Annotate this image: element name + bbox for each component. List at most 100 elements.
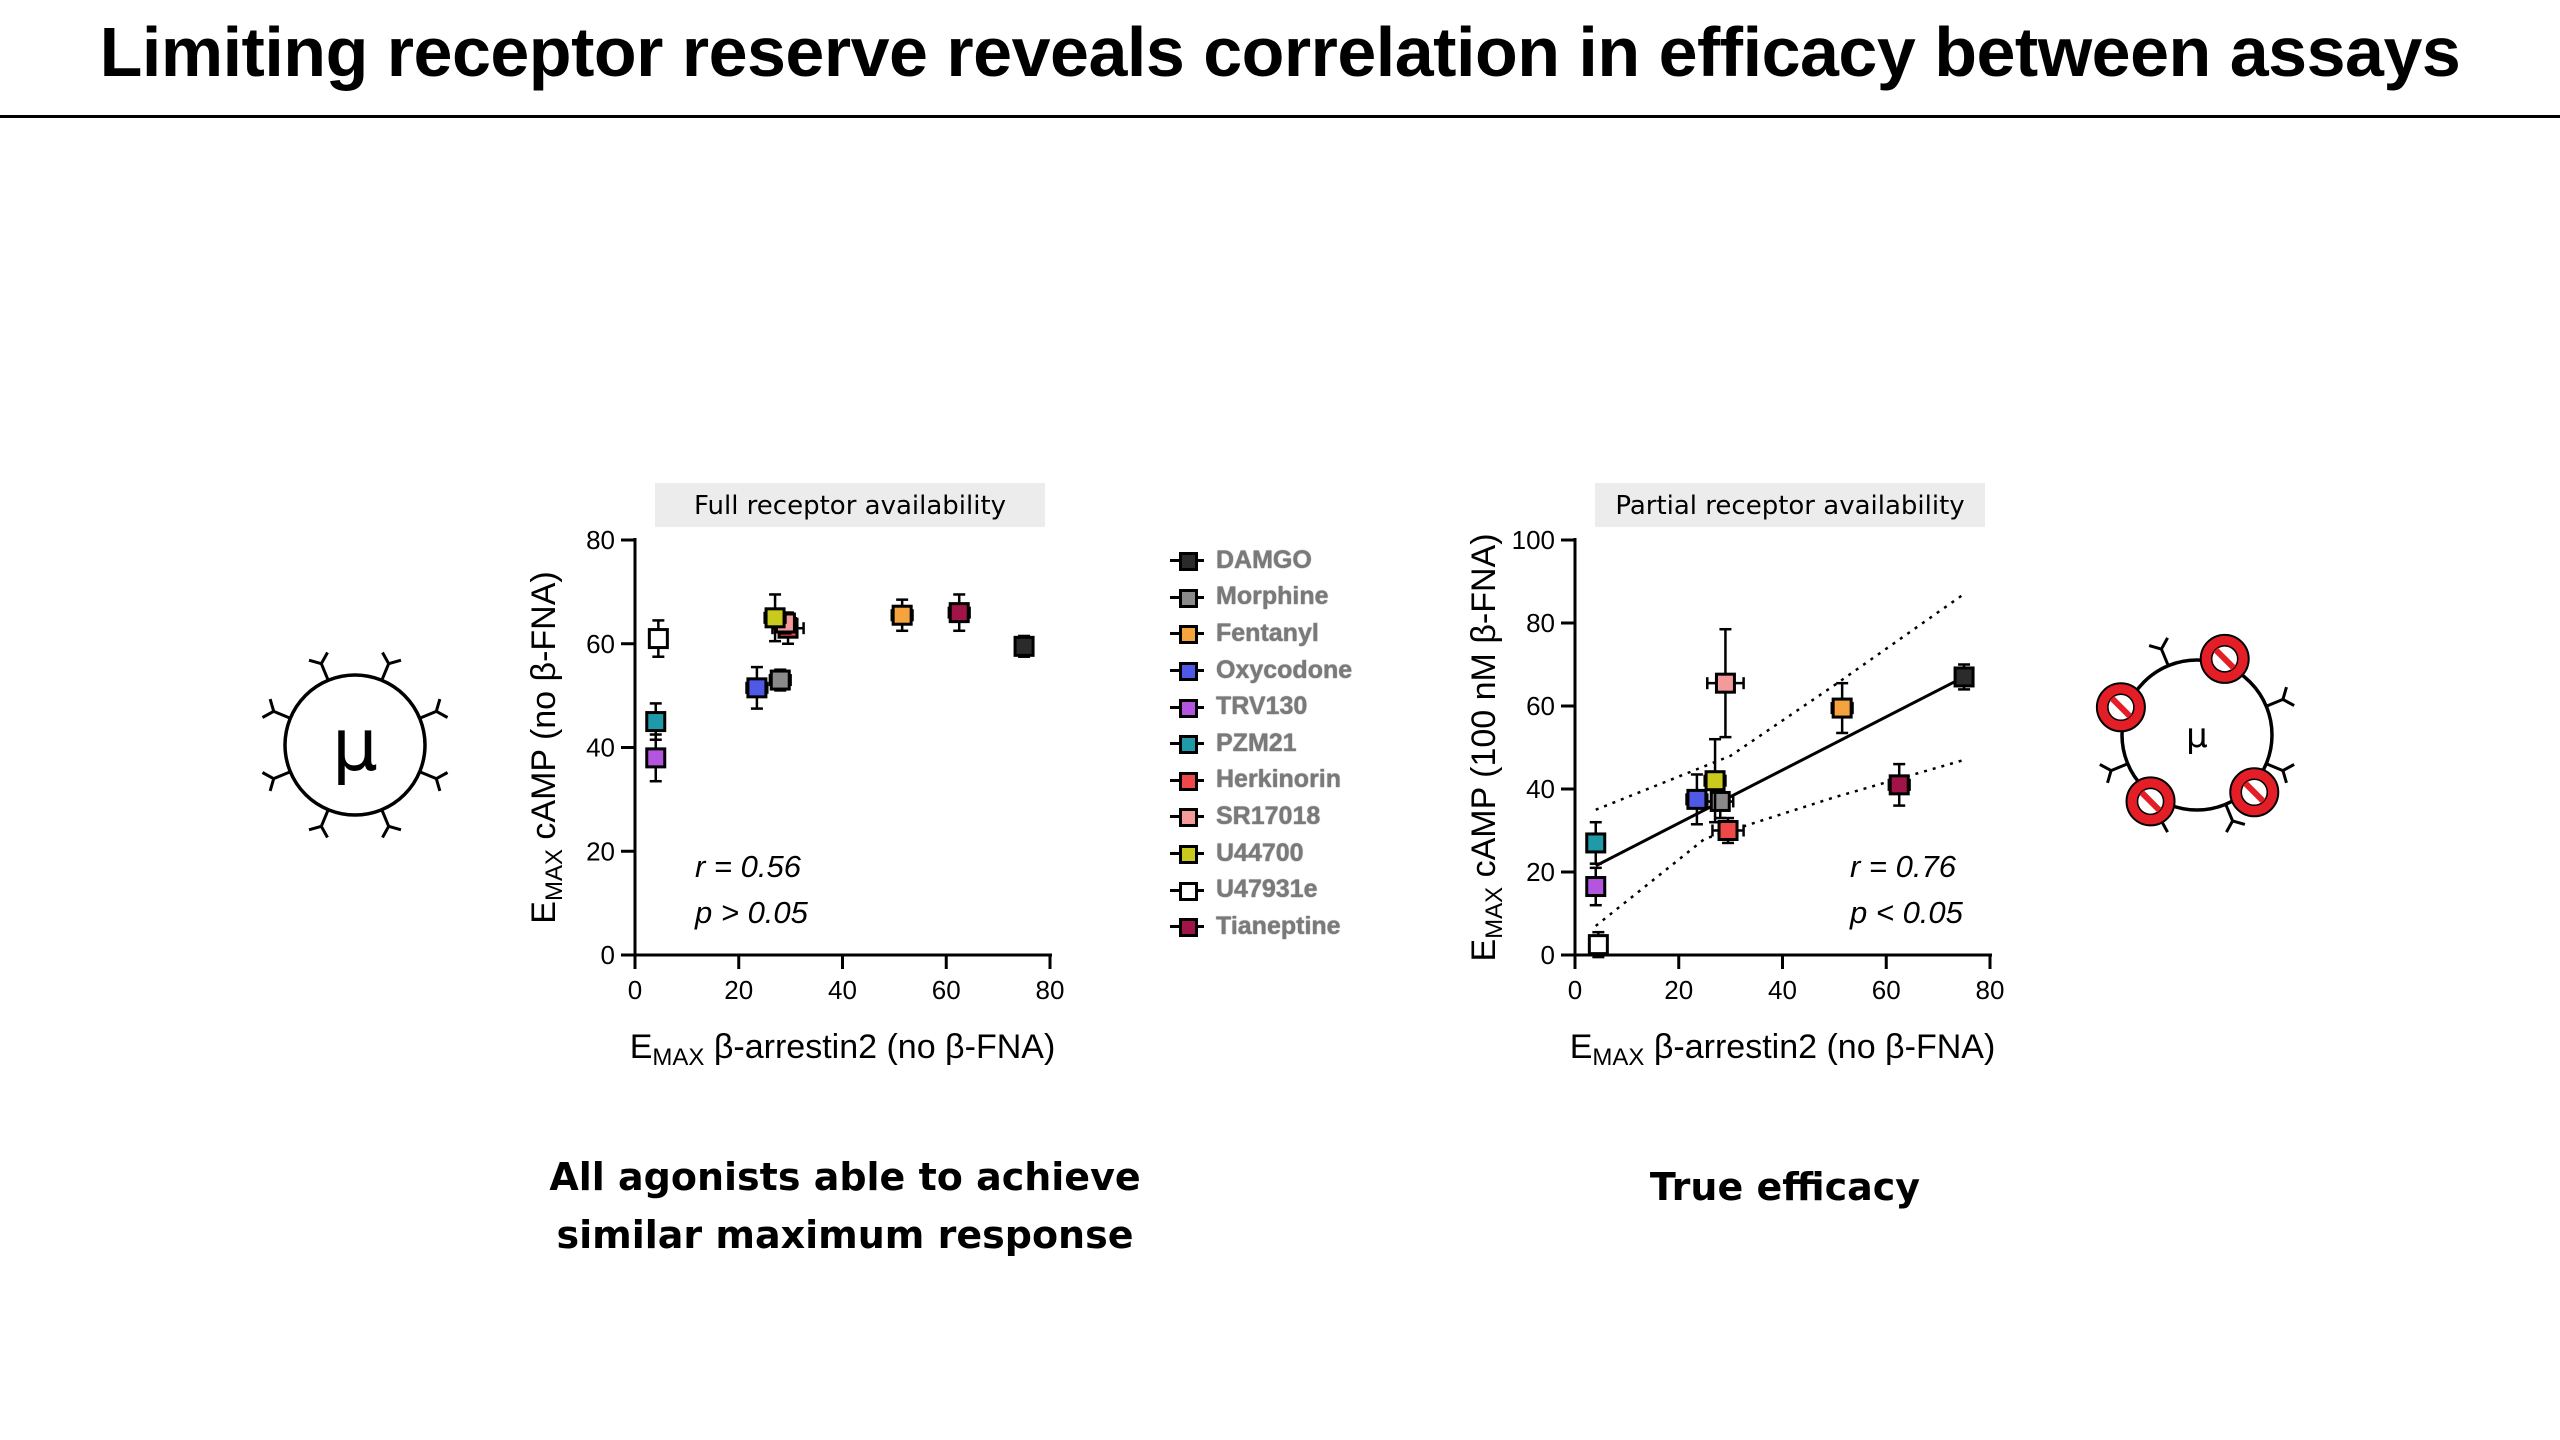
- legend-swatch: [1170, 880, 1204, 901]
- chart1-confidence-band-upper: [1595, 592, 1965, 811]
- marker: [645, 711, 667, 733]
- chart1-x-tick-label: 40: [1768, 975, 1797, 1005]
- marker: [1704, 770, 1726, 792]
- marker: [1013, 635, 1035, 657]
- receptor-branch: [419, 770, 449, 792]
- scatter-chart-partial: Partial receptor availability 0 20 40 60 80 10…: [1465, 483, 2004, 1071]
- receptor-branch: [261, 698, 291, 720]
- chart0-stat-annotation: r = 0.56: [695, 849, 802, 884]
- legend-label: SR17018: [1216, 801, 1321, 830]
- legend-item-u44700: U44700: [1170, 835, 1352, 872]
- chart0-x-tick-label: 80: [1036, 975, 1065, 1005]
- marker: [764, 607, 786, 629]
- legend-label: Herkinorin: [1216, 765, 1342, 794]
- marker: [645, 747, 667, 769]
- chart0-title: Full receptor availability: [694, 491, 1006, 521]
- chart1-point-u44700: [1703, 737, 1727, 824]
- antagonist-block-icon: [2199, 633, 2250, 684]
- legend-label: U44700: [1216, 838, 1304, 867]
- chart0-point-trv130: [645, 733, 667, 783]
- receptor-branch: [2265, 762, 2295, 784]
- marker: [1888, 774, 1910, 796]
- chart0-point-damgo: [1013, 634, 1035, 658]
- chart0-y-tick-label: 80: [586, 525, 615, 555]
- receptor-symbol: μ: [332, 703, 378, 787]
- caption-left-line-1: All agonists able to achieve: [549, 1155, 1141, 1199]
- legend-item-sr17018: SR17018: [1170, 798, 1352, 835]
- marker: [1831, 697, 1853, 719]
- receptor-membrane: [283, 673, 427, 817]
- antagonist-block-icon: [2095, 682, 2146, 733]
- chart1-point-u47931e: [1587, 930, 1609, 959]
- legend-label: Fentanyl: [1216, 618, 1319, 647]
- receptor-branch: [2224, 803, 2246, 833]
- receptor-branch: [380, 651, 402, 681]
- chart1-point-herkinorin: [1711, 816, 1745, 845]
- legend-swatch: [1170, 806, 1204, 828]
- caption-right-text: True efficacy: [1649, 1165, 1921, 1209]
- legend-swatch: [1170, 660, 1204, 682]
- scatter-chart-full: Full receptor availability 0 20 40 60 80 0 20 40…: [525, 483, 1065, 1071]
- chart1-y-tick-label: 40: [1526, 774, 1555, 804]
- chart0-y-tick-label: 60: [586, 629, 615, 659]
- marker: [1585, 876, 1607, 898]
- chart0-point-tianeptine: [947, 593, 971, 633]
- legend-swatch: [1170, 697, 1204, 718]
- marker: [746, 677, 768, 699]
- chart1-x-tick-label: 60: [1872, 975, 1901, 1005]
- chart0-point-u44700: [763, 593, 787, 643]
- legend-item-pzm21: PZM21: [1170, 725, 1352, 762]
- chart1-y-tick-label: 80: [1526, 608, 1555, 638]
- chart0-y-axis-label: EMAX cAMP (no β-FNA): [525, 571, 568, 923]
- marker: [1585, 832, 1607, 854]
- receptor-branch: [2265, 686, 2295, 708]
- legend-label: U47931e: [1216, 875, 1318, 904]
- chart1-point-sr17018: [1706, 627, 1745, 739]
- legend-item-oxycodone: Oxycodone: [1170, 652, 1352, 689]
- antagonist-block-icon: [2125, 776, 2176, 827]
- legend-item-trv130: TRV130: [1170, 688, 1352, 725]
- legend-label: Oxycodone: [1216, 655, 1353, 684]
- chart1-point-damgo: [1953, 663, 1975, 691]
- legend-swatch: [1170, 550, 1204, 572]
- legend-label: PZM21: [1216, 728, 1297, 757]
- chart1-point-fentanyl: [1830, 681, 1854, 735]
- slide-title-bar: Limiting receptor reserve reveals correl…: [0, 0, 2560, 118]
- receptor-branch: [380, 809, 402, 839]
- antagonist-block-icon: [2229, 767, 2280, 818]
- chart1-stat-annotation: p < 0.05: [1849, 895, 1964, 930]
- chart0-x-tick-label: 40: [828, 975, 857, 1005]
- receptor-branch: [308, 809, 330, 839]
- chart0-x-axis-label: EMAX β-arrestin2 (no β-FNA): [630, 1028, 1056, 1071]
- receptor-symbol: μ: [2186, 716, 2208, 756]
- chart1-title: Partial receptor availability: [1615, 491, 1964, 521]
- marker: [1686, 788, 1708, 810]
- chart0-y-tick-label: 0: [601, 940, 615, 970]
- chart1-y-axis-label: EMAX cAMP (100 nM β-FNA): [1465, 533, 1508, 961]
- legend-label: DAMGO: [1216, 545, 1312, 574]
- chart1-stat-annotation: r = 0.76: [1850, 849, 1957, 884]
- chart1-title-box: [1595, 483, 1985, 527]
- caption-left: All agonists able to achieve similar max…: [520, 1148, 1170, 1264]
- receptor-branch: [419, 698, 449, 720]
- marker: [1953, 666, 1975, 688]
- receptor-branch: [2099, 762, 2129, 784]
- legend-item-tianeptine: Tianeptine: [1170, 908, 1352, 945]
- chart0-point-oxycodone: [745, 665, 769, 710]
- legend-label: TRV130: [1216, 692, 1308, 721]
- chart1-point-tianeptine: [1887, 762, 1911, 807]
- chart1-x-tick-label: 20: [1664, 975, 1693, 1005]
- receptor-full-icon: μ: [261, 651, 449, 839]
- legend-swatch: [1170, 916, 1204, 938]
- marker: [769, 669, 791, 691]
- chart1-y-tick-label: 0: [1541, 940, 1555, 970]
- marker: [948, 602, 970, 624]
- marker: [891, 604, 913, 626]
- legend-label: Tianeptine: [1216, 911, 1341, 940]
- chart1-y-tick-label: 60: [1526, 691, 1555, 721]
- legend-swatch: [1170, 733, 1204, 755]
- caption-right: True efficacy: [1560, 1158, 2010, 1216]
- chart1-point-trv130: [1585, 866, 1607, 907]
- legend-label: Morphine: [1216, 582, 1329, 611]
- chart1-x-tick-label: 0: [1568, 975, 1582, 1005]
